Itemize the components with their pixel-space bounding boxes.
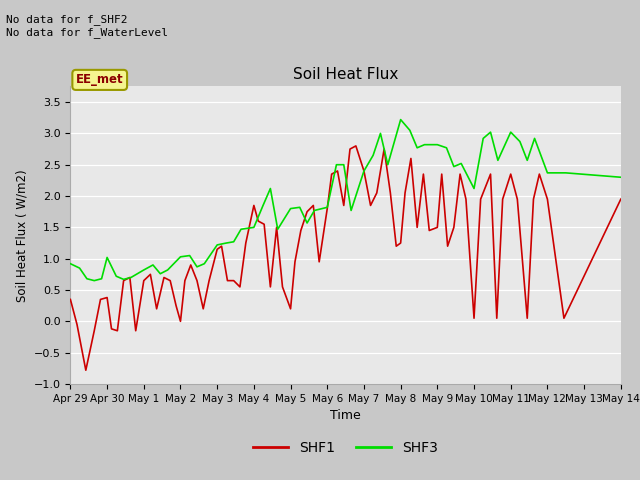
X-axis label: Time: Time: [330, 409, 361, 422]
Y-axis label: Soil Heat Flux ( W/m2): Soil Heat Flux ( W/m2): [15, 169, 28, 301]
Text: EE_met: EE_met: [76, 73, 124, 86]
Text: No data for f_SHF2
No data for f_WaterLevel: No data for f_SHF2 No data for f_WaterLe…: [6, 14, 168, 38]
Title: Soil Heat Flux: Soil Heat Flux: [293, 68, 398, 83]
Legend: SHF1, SHF3: SHF1, SHF3: [248, 435, 444, 460]
